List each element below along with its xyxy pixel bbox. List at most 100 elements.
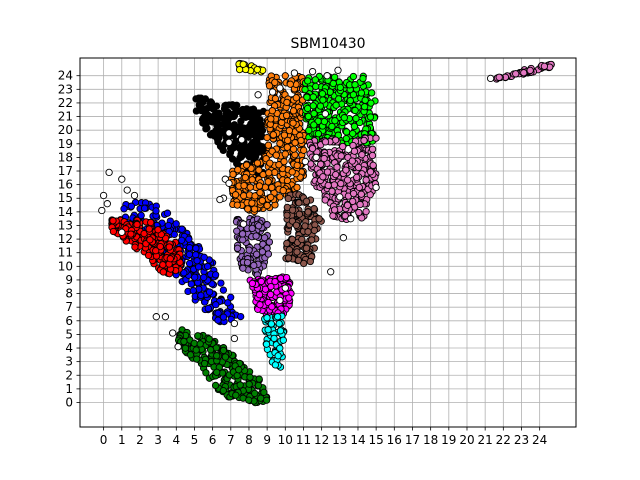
data-point-unassigned <box>323 72 331 80</box>
data-point-black <box>204 114 213 122</box>
data-point-unassigned <box>312 153 320 162</box>
data-point-orange <box>279 186 287 195</box>
data-point-pink <box>308 144 317 153</box>
x-tick-label: 19 <box>441 433 456 447</box>
data-point-cyan <box>276 327 285 335</box>
y-tick-label: 23 <box>58 82 73 96</box>
y-tick-label: 21 <box>58 110 73 124</box>
data-point-orange <box>292 94 300 102</box>
data-point-brown <box>302 197 311 205</box>
data-point-cyan <box>273 313 282 321</box>
data-point-green <box>255 375 263 383</box>
data-point-purple <box>248 224 256 233</box>
data-point-blue <box>172 220 180 228</box>
y-tick-label: 5 <box>65 327 73 341</box>
data-point-lime <box>368 89 376 97</box>
data-point-cyan <box>274 352 282 360</box>
data-point-pink <box>362 207 370 216</box>
data-point-pink <box>343 176 352 184</box>
data-point-unassigned <box>103 200 111 208</box>
data-point-unassigned <box>254 91 262 99</box>
data-point-blue <box>185 259 194 268</box>
data-point-brown <box>301 222 309 230</box>
data-point-blue <box>219 313 228 321</box>
data-point-orange <box>258 196 266 205</box>
data-point-unassigned <box>230 334 239 343</box>
y-tick-label: 22 <box>58 96 73 110</box>
data-point-pink <box>324 181 332 190</box>
data-point-green <box>257 394 265 402</box>
data-point-black <box>226 113 234 122</box>
data-point-orange <box>271 78 279 87</box>
data-point-lime <box>351 81 359 89</box>
data-point-lime <box>309 93 317 101</box>
data-point-lime <box>303 93 311 101</box>
data-point-orange <box>267 193 275 201</box>
x-tick-label: 0 <box>100 433 108 447</box>
data-point-orange <box>266 159 274 167</box>
data-point-unassigned <box>290 69 299 77</box>
y-tick-label: 24 <box>58 69 73 83</box>
y-tick-label: 2 <box>65 368 73 382</box>
data-point-green <box>245 380 253 388</box>
data-point-blue <box>185 235 193 243</box>
data-point-magenta <box>266 290 275 299</box>
data-point-blue <box>204 304 212 313</box>
data-point-pink <box>362 176 370 184</box>
x-tick-label: 10 <box>278 433 293 447</box>
y-tick-label: 19 <box>58 137 73 151</box>
data-point-unassigned <box>339 234 348 242</box>
data-point-purple <box>250 261 258 270</box>
data-point-unassigned <box>99 191 108 200</box>
data-point-black <box>208 102 216 111</box>
data-point-red <box>154 226 162 234</box>
data-point-blue <box>140 204 149 212</box>
data-point-unassigned <box>225 179 233 187</box>
data-point-cyan <box>264 326 272 334</box>
data-point-orange <box>248 176 256 184</box>
data-point-red <box>159 268 167 276</box>
data-point-green <box>200 359 209 368</box>
data-point-green <box>260 388 268 396</box>
data-point-blue <box>214 309 222 317</box>
data-point-pink <box>357 190 365 198</box>
data-point-orange <box>276 193 284 201</box>
data-point-orange <box>246 183 254 191</box>
data-point-purple <box>239 264 247 272</box>
data-point-orange <box>244 205 252 213</box>
data-point-purple <box>252 232 260 240</box>
data-point-lime <box>357 89 366 97</box>
data-point-green <box>246 373 254 381</box>
x-tick-label: 8 <box>245 433 253 447</box>
data-point-green <box>180 337 188 346</box>
data-point-orange <box>300 146 308 154</box>
y-tick-label: 16 <box>58 178 73 192</box>
data-point-orange <box>267 115 275 123</box>
data-point-blue <box>217 279 225 287</box>
data-point-unassigned <box>98 206 106 215</box>
data-point-orange <box>271 94 280 103</box>
data-point-cyan <box>275 319 283 328</box>
data-point-yellow <box>239 60 247 68</box>
data-point-pink <box>360 136 368 145</box>
data-point-orange <box>240 181 248 190</box>
y-tick-label: 13 <box>58 218 73 232</box>
data-point-green <box>194 332 202 340</box>
data-point-orange <box>286 80 294 88</box>
x-tick-label: 15 <box>369 433 384 447</box>
data-point-black <box>233 160 241 168</box>
data-point-brown <box>315 215 323 223</box>
data-point-brown <box>295 199 303 207</box>
data-point-lime <box>349 91 358 99</box>
data-point-lime <box>349 72 358 81</box>
data-point-brown <box>293 248 301 256</box>
data-point-orange <box>283 143 291 151</box>
data-point-red <box>131 243 139 251</box>
data-point-brown <box>284 194 292 203</box>
data-point-lime <box>312 82 320 91</box>
data-point-brown <box>284 254 293 262</box>
data-point-blue <box>192 251 200 259</box>
data-point-pink <box>343 201 352 209</box>
chart-title: SBM10430 <box>290 36 365 52</box>
